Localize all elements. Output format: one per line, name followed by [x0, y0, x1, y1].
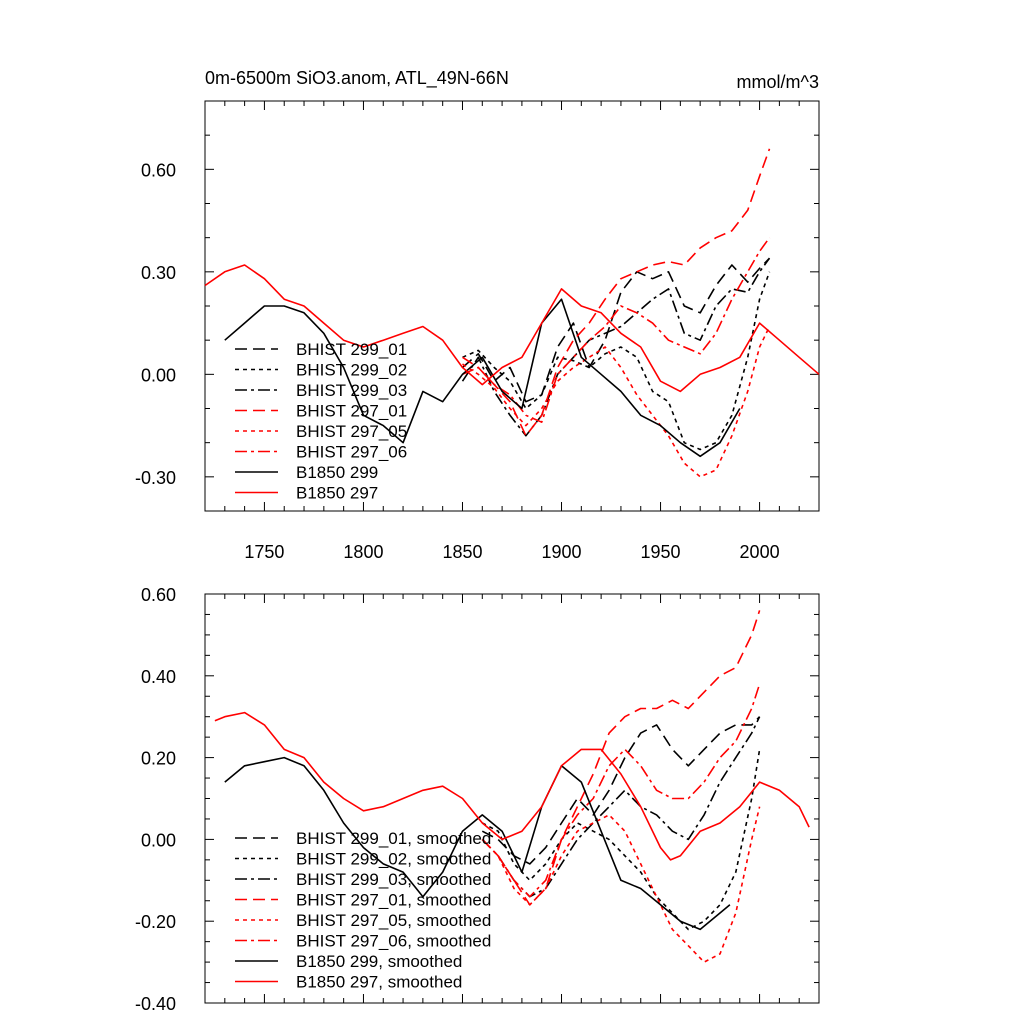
- x-tick-label: 1850: [442, 542, 482, 562]
- series-line-bhist-299-02-smoothed: [481, 749, 761, 931]
- y-tick-label: 0.40: [141, 667, 176, 687]
- series-line-bhist-297-06: [462, 237, 771, 424]
- legend-label-b1850-299-smoothed: B1850 299, smoothed: [296, 952, 462, 971]
- legend-label-bhist-299-03: BHIST 299_03: [296, 381, 407, 400]
- legend-label-b1850-299: B1850 299: [296, 463, 378, 482]
- bottom-ticks: [205, 593, 820, 1004]
- y-tick-label: 0.60: [141, 585, 176, 605]
- series-line-bhist-299-02: [462, 271, 771, 451]
- top-panel-units: mmol/m^3: [737, 72, 819, 92]
- y-tick-label: 0.20: [141, 749, 176, 769]
- x-tick-label: 1750: [244, 542, 284, 562]
- bottom-legend: BHIST 299_01, smoothed BHIST 299_02, smoo…: [235, 829, 491, 992]
- y-tick-label: 0.00: [141, 365, 176, 385]
- top-x-tick-labels: 1750 1800 1850 1900 1950 2000: [244, 542, 779, 562]
- series-line-b1850-299: [224, 298, 741, 458]
- legend-label-b1850-297-smoothed: B1850 297, smoothed: [296, 973, 462, 992]
- series-line-bhist-299-01-smoothed: [481, 716, 761, 865]
- bottom-y-tick-labels: 0.60 0.40 0.20 0.00 -0.20 -0.40: [135, 585, 176, 1014]
- x-tick-label: 1950: [641, 542, 681, 562]
- series-line-bhist-297-05: [462, 326, 771, 478]
- bottom-series: [214, 610, 810, 963]
- series-line-bhist-297-01-smoothed: [481, 610, 761, 906]
- legend-label-bhist-297-06: BHIST 297_06: [296, 443, 407, 462]
- series-line-bhist-299-03: [461, 257, 771, 437]
- legend-label-bhist-297-05-smoothed: BHIST 297_05, smoothed: [296, 911, 491, 930]
- series-line-bhist-297-01: [462, 148, 771, 437]
- x-tick-label: 1800: [343, 542, 383, 562]
- legend-label-bhist-297-05: BHIST 297_05: [296, 422, 407, 441]
- legend-label-bhist-297-01-smoothed: BHIST 297_01, smoothed: [296, 891, 491, 910]
- series-line-b1850-297-smoothed: [214, 711, 810, 861]
- y-tick-label: 0.30: [141, 263, 176, 283]
- y-tick-label: 0.60: [141, 160, 176, 180]
- legend-label-bhist-299-03-smoothed: BHIST 299_03, smoothed: [296, 870, 491, 889]
- legend-label-bhist-297-06-smoothed: BHIST 297_06, smoothed: [296, 932, 491, 951]
- legend-label-bhist-299-02: BHIST 299_02: [296, 361, 407, 380]
- legend-label-b1850-297: B1850 297: [296, 484, 378, 503]
- x-tick-label: 1900: [541, 542, 581, 562]
- top-panel: 0m-6500m SiO3.anom, ATL_49N-66N mmol/m^3…: [135, 68, 820, 562]
- series-line-bhist-299-03-smoothed: [481, 716, 761, 898]
- legend-label-bhist-299-01-smoothed: BHIST 299_01, smoothed: [296, 829, 491, 848]
- top-series: [204, 148, 820, 478]
- y-tick-label: 0.00: [141, 830, 176, 850]
- series-line-b1850-297: [204, 264, 820, 393]
- top-ticks: [205, 100, 820, 512]
- legend-label-bhist-297-01: BHIST 297_01: [296, 402, 407, 421]
- top-y-tick-labels: 0.60 0.30 0.00 -0.30: [135, 160, 176, 488]
- legend-label-bhist-299-01: BHIST 299_01: [296, 340, 407, 359]
- y-tick-label: -0.30: [135, 468, 176, 488]
- legend-label-bhist-299-02-smoothed: BHIST 299_02, smoothed: [296, 850, 491, 869]
- y-tick-label: -0.20: [135, 912, 176, 932]
- top-panel-title: 0m-6500m SiO3.anom, ATL_49N-66N: [205, 68, 509, 89]
- y-tick-label: -0.40: [135, 994, 176, 1014]
- x-tick-label: 2000: [740, 542, 780, 562]
- bottom-panel: 0.60 0.40 0.20 0.00 -0.20 -0.40 BHIST 299_01,…: [135, 585, 820, 1014]
- series-line-b1850-299-smoothed: [224, 756, 731, 931]
- series-line-bhist-297-05-smoothed: [481, 806, 761, 963]
- series-line-bhist-297-06-smoothed: [481, 683, 761, 898]
